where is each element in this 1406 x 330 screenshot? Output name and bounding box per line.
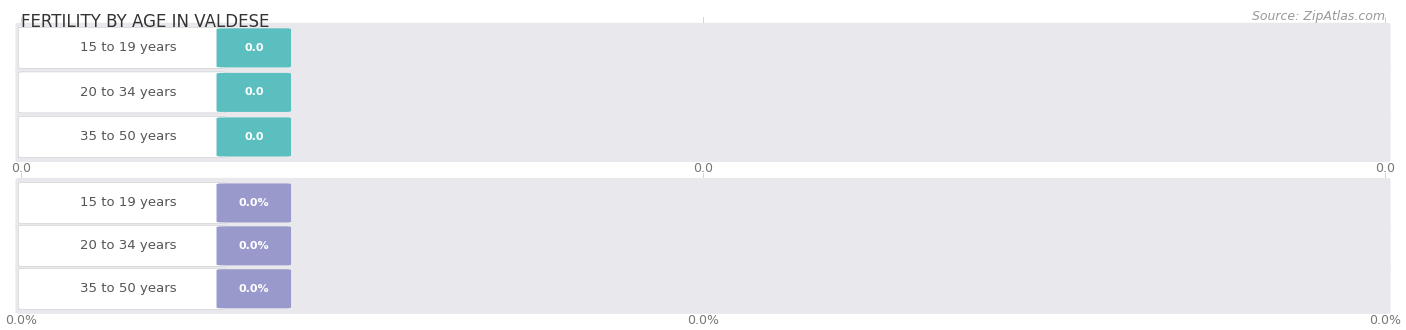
Text: FERTILITY BY AGE IN VALDESE: FERTILITY BY AGE IN VALDESE	[21, 13, 270, 31]
FancyBboxPatch shape	[18, 116, 226, 157]
FancyBboxPatch shape	[217, 28, 291, 67]
Text: 35 to 50 years: 35 to 50 years	[80, 282, 177, 295]
Text: 0.0%: 0.0%	[1369, 314, 1400, 327]
Text: 0.0%: 0.0%	[239, 198, 269, 208]
Text: 0.0%: 0.0%	[239, 241, 269, 251]
FancyBboxPatch shape	[15, 221, 1391, 271]
FancyBboxPatch shape	[217, 183, 291, 222]
FancyBboxPatch shape	[217, 226, 291, 265]
FancyBboxPatch shape	[15, 264, 1391, 314]
Text: 15 to 19 years: 15 to 19 years	[80, 41, 177, 54]
Text: 0.0: 0.0	[245, 87, 263, 97]
Text: 0.0: 0.0	[245, 132, 263, 142]
Text: 15 to 19 years: 15 to 19 years	[80, 196, 177, 210]
Text: Source: ZipAtlas.com: Source: ZipAtlas.com	[1251, 10, 1385, 23]
FancyBboxPatch shape	[15, 67, 1391, 117]
Text: 0.0: 0.0	[693, 162, 713, 175]
Text: 0.0%: 0.0%	[239, 284, 269, 294]
Text: 0.0%: 0.0%	[688, 314, 718, 327]
FancyBboxPatch shape	[18, 27, 226, 68]
FancyBboxPatch shape	[217, 117, 291, 156]
FancyBboxPatch shape	[15, 23, 1391, 73]
Text: 20 to 34 years: 20 to 34 years	[80, 239, 177, 252]
Text: 20 to 34 years: 20 to 34 years	[80, 86, 177, 99]
FancyBboxPatch shape	[18, 72, 226, 113]
FancyBboxPatch shape	[217, 269, 291, 308]
FancyBboxPatch shape	[18, 268, 226, 309]
Text: 35 to 50 years: 35 to 50 years	[80, 130, 177, 144]
FancyBboxPatch shape	[15, 112, 1391, 162]
FancyBboxPatch shape	[18, 182, 226, 223]
FancyBboxPatch shape	[15, 178, 1391, 228]
Text: 0.0: 0.0	[11, 162, 31, 175]
FancyBboxPatch shape	[18, 225, 226, 266]
FancyBboxPatch shape	[217, 73, 291, 112]
Text: 0.0: 0.0	[1375, 162, 1395, 175]
Text: 0.0: 0.0	[245, 43, 263, 53]
Text: 0.0%: 0.0%	[6, 314, 37, 327]
